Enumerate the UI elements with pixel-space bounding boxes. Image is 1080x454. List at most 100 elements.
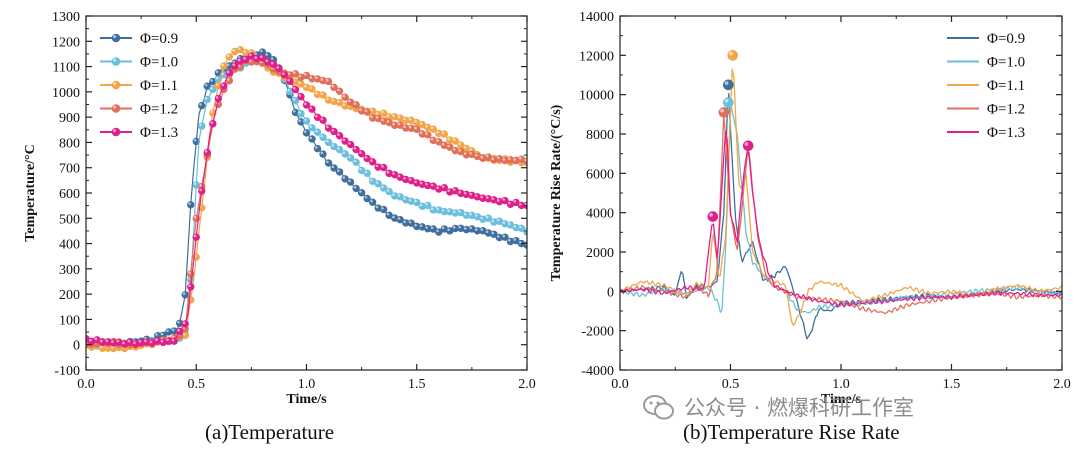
data-point-3-highlight: [419, 122, 423, 125]
y-axis-label: Temperature/°C: [23, 144, 38, 241]
x-tick-label: 0.5: [722, 377, 740, 392]
data-point-5: [192, 233, 200, 241]
y-tick-label: -4000: [581, 364, 614, 379]
data-point-2: [297, 109, 305, 118]
legend-marker-4-highlight: [113, 105, 117, 109]
data-point-4: [352, 101, 360, 109]
data-point-1-highlight: [226, 63, 230, 67]
data-point-2-highlight: [204, 97, 208, 100]
data-point-5-highlight: [375, 164, 379, 168]
data-point-4-highlight: [403, 125, 406, 129]
series-line-5: [620, 131, 1062, 308]
data-point-5: [220, 82, 228, 90]
data-point-1: [187, 201, 195, 209]
data-point-1-highlight: [304, 130, 307, 133]
data-point-4-highlight: [447, 144, 450, 148]
peak-marker-2: [722, 97, 734, 108]
data-point-4-highlight: [419, 131, 423, 135]
data-point-4-highlight: [496, 156, 500, 159]
data-point-5: [209, 120, 217, 128]
data-point-1-highlight: [414, 223, 417, 227]
panel-temperature-rise-rate: 0.0 0.5 1.0 1.5 2.0 -4000 -2000 0 2000 4000 6000 80…: [549, 10, 1071, 407]
panel-b-subtitle: (b)Temperature Rise Rate: [683, 420, 900, 444]
data-point-2-highlight: [292, 98, 296, 101]
data-point-3: [308, 85, 316, 93]
data-point-1-highlight: [381, 206, 384, 210]
data-point-1: [335, 168, 344, 176]
data-point-1: [198, 101, 206, 110]
data-point-2-highlight: [430, 207, 434, 211]
data-point-5: [297, 93, 305, 101]
peak-marker-2-highlight: [724, 98, 729, 103]
data-point-1-highlight: [474, 228, 478, 231]
legend-marker-3: [111, 80, 121, 90]
data-point-4-highlight: [425, 132, 428, 135]
x-tick-label: 0.0: [611, 377, 629, 392]
data-point-5: [368, 158, 377, 166]
data-point-1-highlight: [171, 328, 175, 332]
data-point-1: [357, 189, 366, 197]
data-point-2: [319, 133, 327, 142]
data-point-4-highlight: [452, 148, 456, 151]
legend-label-1: Φ=0.9: [987, 31, 1025, 47]
data-point-1-highlight: [210, 79, 213, 82]
y-tick-label: 100: [59, 313, 80, 328]
data-point-3-highlight: [425, 124, 428, 128]
data-point-2-highlight: [392, 193, 395, 197]
data-point-5-highlight: [138, 340, 142, 343]
data-point-2-highlight: [474, 214, 478, 217]
data-point-5-highlight: [111, 340, 114, 343]
data-point-2-highlight: [348, 155, 351, 159]
data-point-4-highlight: [237, 64, 241, 68]
data-point-1: [368, 198, 377, 206]
data-point-1: [379, 205, 388, 214]
data-point-3-highlight: [403, 117, 406, 121]
data-point-4-highlight: [430, 137, 434, 141]
data-point-2-highlight: [309, 125, 313, 129]
data-point-2-highlight: [507, 222, 511, 226]
data-point-5-highlight: [331, 128, 335, 132]
data-point-1-highlight: [259, 49, 263, 53]
series-group: [86, 46, 527, 353]
data-point-2: [302, 117, 311, 125]
x-tick-label: 1.0: [832, 377, 850, 392]
data-point-2-highlight: [353, 159, 357, 163]
data-point-4-highlight: [353, 102, 357, 105]
legend-label-1: Φ=0.9: [140, 31, 178, 47]
data-point-2: [203, 95, 211, 104]
data-point-2-highlight: [364, 170, 368, 174]
data-point-5-highlight: [248, 53, 252, 56]
data-point-5: [275, 64, 283, 73]
data-point-5-highlight: [94, 337, 98, 340]
data-point-5: [308, 105, 316, 113]
data-point-1-highlight: [463, 227, 467, 230]
data-point-1-highlight: [496, 235, 500, 238]
data-point-2-highlight: [386, 189, 390, 192]
data-point-4-highlight: [320, 78, 324, 81]
data-point-3-highlight: [392, 114, 395, 117]
data-point-5: [225, 69, 234, 77]
data-point-3-highlight: [469, 148, 472, 151]
data-point-5-highlight: [403, 176, 406, 180]
legend-marker-1: [111, 33, 121, 43]
data-point-2-highlight: [519, 225, 522, 229]
panel-a-subtitle: (a)Temperature: [205, 420, 335, 444]
data-point-2-highlight: [452, 210, 456, 214]
data-point-1-highlight: [425, 226, 428, 229]
data-point-5: [335, 132, 344, 140]
data-point-5: [357, 150, 366, 158]
data-point-4-highlight: [188, 271, 191, 275]
data-point-3-highlight: [430, 126, 434, 130]
data-point-2-highlight: [210, 86, 213, 90]
data-point-2-highlight: [496, 218, 500, 222]
data-point-3-highlight: [408, 117, 412, 121]
data-point-4-highlight: [226, 78, 230, 81]
data-point-3-highlight: [452, 138, 456, 142]
data-point-1-highlight: [386, 212, 390, 216]
y-tick-label: 200: [59, 288, 80, 303]
data-point-5-highlight: [359, 151, 362, 154]
peak-marker-5-highlight: [744, 142, 749, 146]
data-point-4-highlight: [480, 155, 484, 159]
y-tick-label: 2000: [586, 246, 614, 261]
